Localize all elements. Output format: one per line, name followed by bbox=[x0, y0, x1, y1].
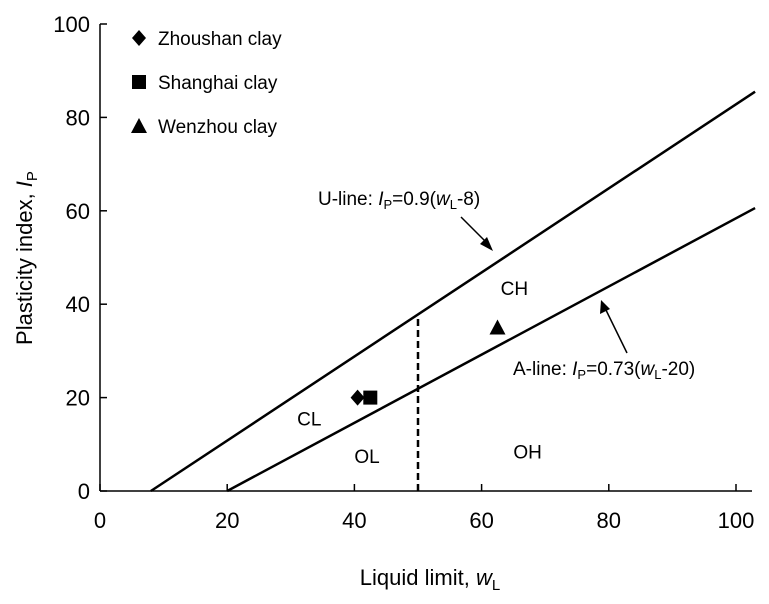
u-line-arrowhead-icon bbox=[480, 237, 493, 251]
x-tick-label: 0 bbox=[94, 508, 106, 533]
y-tick-label: 40 bbox=[66, 292, 90, 317]
x-axis-title: Liquid limit, wL bbox=[360, 565, 500, 594]
a-line-arrow bbox=[603, 305, 628, 354]
x-tick-label: 20 bbox=[215, 508, 239, 533]
axes bbox=[99, 24, 752, 492]
y-axis-title: Plasticity index, IP bbox=[12, 171, 41, 345]
reference-lines bbox=[150, 90, 756, 493]
data-points bbox=[350, 319, 506, 406]
zone-label-cl: CL bbox=[297, 410, 321, 431]
zone-label-ch: CH bbox=[501, 279, 528, 300]
ticks: 0 20 40 60 80 100 0 20 40 60 80 100 bbox=[53, 12, 754, 533]
zone-label-oh: OH bbox=[513, 442, 542, 463]
legend-marker-triangle-icon bbox=[131, 118, 147, 133]
data-point-square bbox=[363, 390, 378, 405]
y-tick-label: 100 bbox=[53, 12, 90, 37]
x-tick-label: 100 bbox=[718, 508, 755, 533]
legend-marker-diamond-icon bbox=[132, 30, 146, 46]
x-tick-label: 40 bbox=[342, 508, 366, 533]
zone-label-ol: OL bbox=[354, 447, 379, 468]
a-line bbox=[226, 206, 756, 493]
u-line bbox=[150, 90, 756, 493]
a-line-arrowhead-icon bbox=[600, 300, 610, 314]
x-tick-label: 80 bbox=[597, 508, 621, 533]
y-tick-label: 60 bbox=[66, 199, 90, 224]
x-tick-label: 60 bbox=[469, 508, 493, 533]
legend-marker-square-icon bbox=[132, 75, 146, 89]
data-point-triangle bbox=[489, 319, 506, 335]
legend-label: Wenzhou clay bbox=[158, 117, 277, 138]
y-tick-label: 20 bbox=[66, 386, 90, 411]
u-line-annotation: U-line: IP=0.9(wL-8) bbox=[318, 189, 480, 212]
legend-label: Zhoushan clay bbox=[158, 29, 282, 50]
y-tick-label: 80 bbox=[66, 105, 90, 130]
a-line-annotation: A-line: IP=0.73(wL-20) bbox=[513, 359, 695, 382]
data-point-diamond bbox=[350, 389, 365, 406]
legend-label: Shanghai clay bbox=[158, 73, 278, 94]
y-tick-label: 0 bbox=[78, 479, 90, 504]
legend: Zhoushan clay Shanghai clay Wenzhou clay bbox=[131, 29, 282, 138]
